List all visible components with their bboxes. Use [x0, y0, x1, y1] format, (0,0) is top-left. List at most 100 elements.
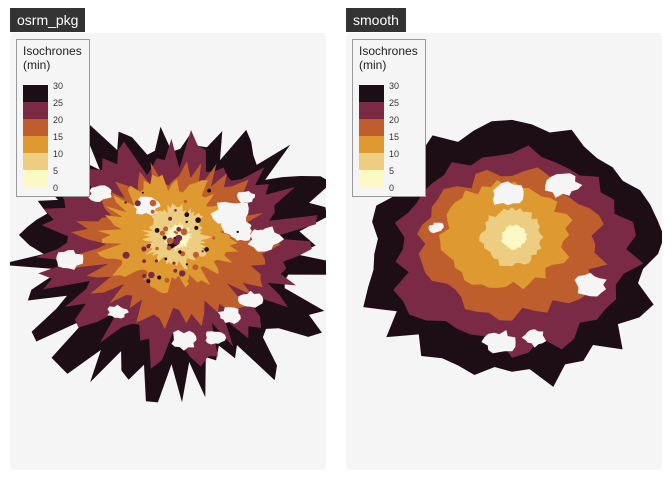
- isochrone-gap: [229, 225, 252, 241]
- isochrone-speckle: [185, 220, 188, 224]
- isochrone-speckle: [164, 257, 168, 261]
- isochrone-speckle: [204, 247, 209, 252]
- isochrone-speckle: [173, 268, 178, 273]
- legend-swatch-15-20: [23, 119, 48, 136]
- legend-tick: 0: [389, 183, 395, 193]
- isochrone-map: [363, 119, 662, 387]
- isochrone-speckle: [146, 279, 151, 284]
- panel-smooth: smooth Isochrones (min) 30 25 20 15 10 5…: [346, 8, 662, 470]
- legend-tick: 30: [389, 81, 400, 91]
- isochrone-gap: [205, 331, 227, 345]
- isochrone-speckle: [207, 188, 212, 193]
- legend-tick: 5: [53, 166, 59, 176]
- legend-swatch-20-25: [23, 102, 48, 119]
- isochrone-speckle: [122, 251, 130, 259]
- panel-title: smooth: [346, 8, 406, 32]
- isochrone-speckle: [157, 275, 162, 280]
- isochrone-speckle: [178, 250, 182, 254]
- isochrone-gap: [107, 304, 129, 319]
- isochrone-gap: [574, 272, 607, 297]
- isochrone-speckle: [162, 235, 167, 240]
- isochrone-speckle: [149, 199, 157, 207]
- legend-tick: 25: [389, 98, 400, 108]
- isochrone-speckle: [201, 250, 204, 253]
- legend-swatch-25-30: [359, 85, 384, 102]
- legend-tick: 10: [389, 149, 400, 159]
- legend-tick: 30: [53, 81, 64, 91]
- legend-title: Isochrones (min): [359, 44, 418, 72]
- legend-title-line2: (min): [359, 58, 387, 72]
- isochrone-speckle: [166, 237, 174, 245]
- panel-title: osrm_pkg: [10, 8, 86, 32]
- legend-tick: 15: [389, 132, 400, 142]
- isochrone-speckle: [124, 201, 127, 204]
- isochrone-gap: [171, 330, 197, 351]
- isochrone-speckle: [173, 230, 177, 234]
- isochrone-speckle: [142, 259, 147, 263]
- isochrone-speckle: [166, 245, 172, 251]
- legend-swatch-20-25: [359, 102, 384, 119]
- legend-swatch-10-15: [359, 136, 384, 153]
- map-area[interactable]: Isochrones (min) 30 25 20 15 10 5 0: [346, 33, 662, 470]
- legend-swatch-25-30: [23, 85, 48, 102]
- legend: Isochrones (min) 30 25 20 15 10 5 0: [16, 39, 90, 197]
- isochrone-speckle: [141, 246, 147, 252]
- isochrone-gap: [492, 181, 524, 206]
- isochrone-speckle: [172, 261, 176, 265]
- isochrone-gap: [217, 307, 241, 324]
- isochrone-gap: [544, 173, 583, 198]
- isochrone-map: [10, 124, 326, 403]
- legend-title-line1: Isochrones: [23, 44, 82, 58]
- map-area[interactable]: Isochrones (min) 30 25 20 15 10 5 0: [10, 33, 326, 470]
- isochrone-speckle: [195, 217, 201, 223]
- isochrone-speckle: [159, 230, 165, 236]
- isochrone-speckle: [150, 209, 155, 214]
- isochrone-speckle: [187, 279, 191, 283]
- isochrone-speckle: [180, 228, 188, 236]
- isochrone-speckle: [154, 259, 158, 263]
- panel-osrm-pkg: osrm_pkg Isochrones (min) 30 25 20 15 10…: [10, 8, 326, 470]
- isochrone-gap: [428, 222, 444, 234]
- isochrone-gap: [236, 191, 255, 204]
- legend-swatch-0-5: [23, 170, 48, 187]
- isochrone-gap: [56, 249, 84, 270]
- isochrone-speckle: [194, 225, 199, 230]
- isochrone-speckle: [176, 226, 182, 232]
- legend-tick: 5: [389, 166, 395, 176]
- isochrone-speckle: [192, 264, 199, 271]
- isochrone-speckle: [183, 199, 187, 204]
- legend-tick: 20: [53, 115, 64, 125]
- isochrone-speckle: [142, 273, 147, 279]
- isochrone-gap: [249, 229, 268, 244]
- isochrone-speckle: [185, 263, 188, 266]
- legend-tick: 0: [53, 183, 59, 193]
- isochrone-speckle: [187, 289, 191, 293]
- legend-tick: 10: [53, 149, 64, 159]
- isochrone-speckle: [154, 228, 160, 233]
- isochrone-speckle: [192, 251, 199, 258]
- isochrone-speckle: [210, 276, 215, 281]
- isochrone-speckle: [236, 230, 239, 234]
- isochrone-band-5: [501, 224, 528, 250]
- legend-tick: 15: [53, 132, 64, 142]
- isochrone-speckle: [168, 216, 173, 221]
- isochrone-speckle: [141, 191, 144, 194]
- isochrone-speckle: [149, 243, 152, 246]
- isochrone-gap: [88, 185, 112, 202]
- legend-swatch-15-20: [359, 119, 384, 136]
- legend-swatch-10-15: [23, 136, 48, 153]
- legend-swatch-5-10: [359, 153, 384, 170]
- isochrone-speckle: [174, 209, 177, 212]
- legend-title: Isochrones (min): [23, 44, 82, 72]
- legend-tick: 20: [389, 115, 400, 125]
- isochrone-speckle: [184, 212, 190, 218]
- isochrone-speckle: [155, 246, 159, 251]
- isochrone-speckle: [163, 226, 169, 232]
- isochrone-gap: [521, 329, 547, 348]
- isochrone-gap: [481, 330, 516, 354]
- legend-title-line1: Isochrones: [359, 44, 418, 58]
- isochrone-speckle: [148, 271, 155, 279]
- isochrone-speckle: [179, 270, 186, 277]
- legend-tick: 25: [53, 98, 64, 108]
- legend: Isochrones (min) 30 25 20 15 10 5 0: [352, 39, 426, 197]
